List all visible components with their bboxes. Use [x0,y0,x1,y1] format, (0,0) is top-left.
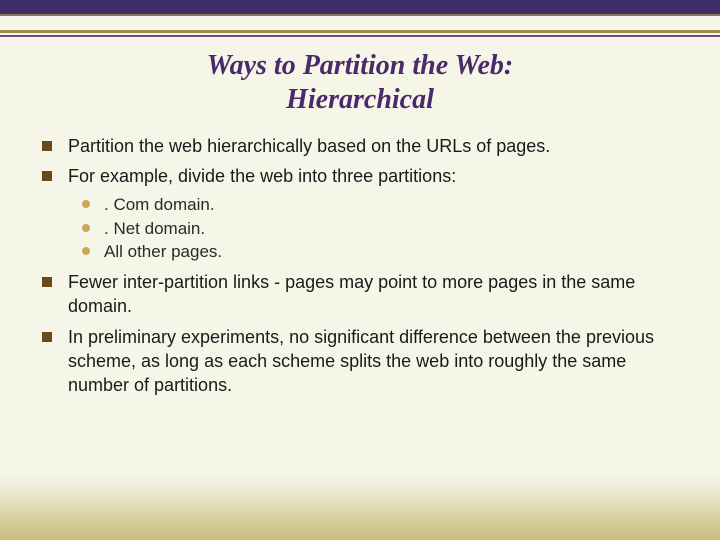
bullet-item: For example, divide the web into three p… [42,164,684,264]
bullet-list: Partition the web hierarchically based o… [42,134,684,397]
bullet-text: Partition the web hierarchically based o… [68,136,550,156]
title-line-2: Hierarchical [0,83,720,117]
top-stripe [0,0,720,16]
purple-accent-line [0,35,720,37]
gold-accent-line [0,30,720,33]
bullet-text: Fewer inter-partition links - pages may … [68,272,635,316]
sub-bullet-list: . Com domain. . Net domain. All other pa… [82,193,684,264]
bullet-text: For example, divide the web into three p… [68,166,456,186]
bullet-item: Partition the web hierarchically based o… [42,134,684,158]
bullet-item: Fewer inter-partition links - pages may … [42,270,684,319]
bullet-item: In preliminary experiments, no significa… [42,325,684,398]
slide-title: Ways to Partition the Web: Hierarchical [0,49,720,116]
title-line-1: Ways to Partition the Web: [0,49,720,83]
sub-bullet-item: . Net domain. [82,217,684,241]
slide-body: Partition the web hierarchically based o… [0,134,720,397]
sub-bullet-item: All other pages. [82,240,684,264]
sub-bullet-item: . Com domain. [82,193,684,217]
bullet-text: In preliminary experiments, no significa… [68,327,654,396]
